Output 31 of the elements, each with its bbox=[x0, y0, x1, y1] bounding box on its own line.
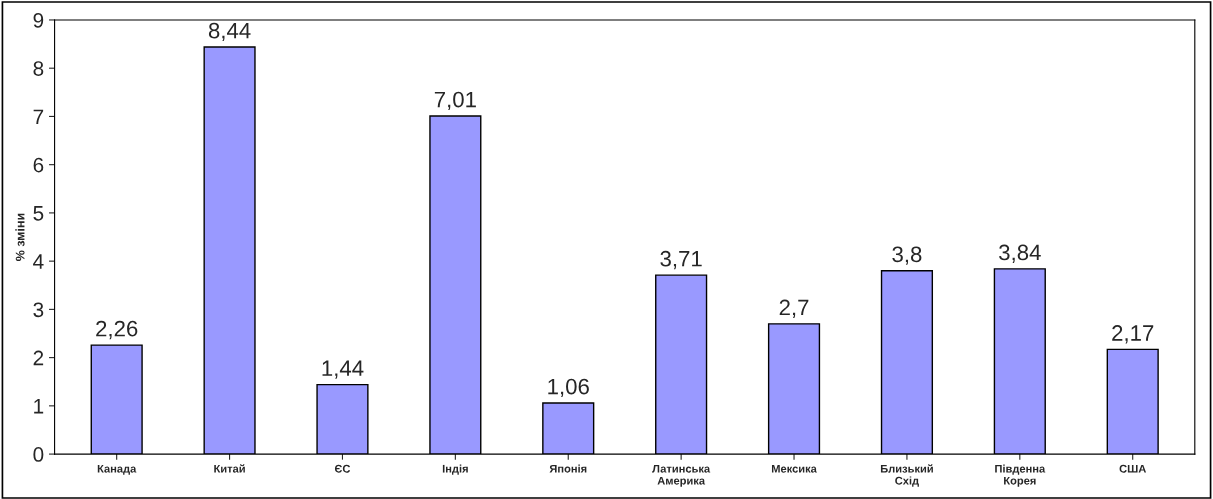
x-tick-label: Південна Корея bbox=[995, 464, 1046, 487]
data-label: 1,44 bbox=[322, 360, 364, 379]
data-label: 2,26 bbox=[96, 320, 138, 340]
y-axis-title: % зміни bbox=[15, 213, 25, 261]
x-tick-label: Канада bbox=[97, 464, 137, 475]
data-label: 8,44 bbox=[208, 22, 251, 42]
x-tick-label: ЄС bbox=[334, 464, 351, 473]
y-tick-label: 6 bbox=[33, 157, 44, 173]
x-tick-label: Мексика bbox=[771, 464, 817, 473]
data-label: 3,84 bbox=[999, 244, 1041, 263]
data-label: 7,01 bbox=[434, 91, 476, 111]
x-tick-label: Індія bbox=[442, 464, 468, 475]
data-label: 2,7 bbox=[779, 299, 809, 318]
x-tick-label: Китай bbox=[214, 464, 245, 473]
y-tick-label: 7 bbox=[33, 109, 44, 124]
x-tick-label: Латинська Америка bbox=[652, 464, 711, 487]
data-label: 2,17 bbox=[1112, 325, 1154, 344]
y-tick-label: 4 bbox=[33, 254, 44, 269]
y-tick-label: 3 bbox=[33, 302, 44, 318]
data-label: 1,06 bbox=[548, 378, 589, 398]
x-tick-label: Японія bbox=[549, 464, 587, 473]
x-tick-label: Близький Схід bbox=[880, 464, 933, 487]
x-tick-label: США bbox=[1119, 464, 1147, 473]
y-tick-label: 8 bbox=[33, 61, 44, 76]
y-tick-label: 1 bbox=[34, 399, 44, 414]
y-tick-label: 9 bbox=[33, 12, 44, 28]
y-tick-label: 2 bbox=[33, 350, 44, 366]
data-label: 3,8 bbox=[892, 246, 922, 265]
data-label: 3,71 bbox=[660, 250, 702, 270]
y-tick-label: 5 bbox=[33, 206, 44, 221]
y-tick-label: 0 bbox=[33, 447, 44, 462]
